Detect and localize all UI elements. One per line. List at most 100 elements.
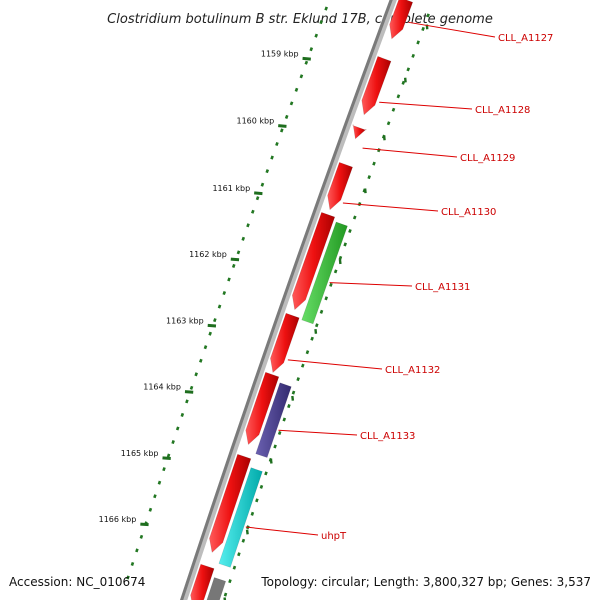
gc-dot-inner	[126, 575, 130, 580]
cds-arrow	[291, 211, 336, 311]
gc-dot-inner	[130, 561, 135, 566]
cds-arrow	[389, 0, 414, 40]
gc-dot-outer	[386, 121, 391, 126]
gc-dot-outer	[324, 296, 328, 301]
gc-dot-inner	[203, 345, 208, 350]
gc-dot-inner	[217, 304, 222, 309]
cds-arrow	[361, 56, 392, 116]
gc-dot-inner	[171, 440, 175, 445]
gc-dot-outer	[343, 242, 347, 247]
cds-arrow	[327, 161, 353, 211]
kbp-tick-label: 1162 kbp	[189, 250, 227, 259]
map-title: Clostridium botulinum B str. Eklund 17B,…	[107, 12, 493, 27]
gc-dot-inner	[309, 47, 314, 52]
gc-dot-outer	[250, 511, 255, 516]
gene-label: CLL_A1132	[385, 365, 440, 376]
gc-dot-inner	[324, 6, 328, 11]
label-leader-line	[287, 359, 383, 370]
cog-cyan-block	[218, 467, 263, 568]
cds-arrow	[352, 124, 367, 140]
gc-dot-outer	[310, 336, 314, 341]
kbp-tick	[162, 456, 171, 460]
gc-dot-inner	[208, 331, 212, 336]
accession-text: Accession: NC_010674	[9, 575, 145, 589]
gc-dot-outer	[315, 323, 319, 328]
kbp-tick-label: 1159 kbp	[261, 49, 299, 58]
gc-dot-outer	[228, 579, 232, 584]
cog-green-block	[301, 221, 348, 325]
gc-dot-inner	[157, 480, 162, 485]
kbp-tick	[184, 390, 194, 394]
kbp-tick	[302, 56, 311, 61]
label-leader-line	[362, 147, 458, 158]
gc-dot-inner	[314, 33, 319, 38]
gc-dot-outer	[372, 161, 376, 166]
gc-dot-inner	[294, 87, 299, 92]
kbp-tick	[140, 522, 149, 527]
label-leader-line	[329, 282, 413, 287]
strand-mark	[245, 529, 249, 535]
gc-dot-inner	[246, 223, 250, 228]
gc-dot-inner	[162, 467, 166, 472]
gc-dot-outer	[338, 255, 343, 260]
gc-dot-inner	[166, 453, 171, 458]
gc-dot-outer	[416, 40, 420, 45]
gc-dot-inner	[227, 277, 231, 282]
label-leader-line	[408, 21, 496, 38]
gene-label: CLL_A1130	[441, 207, 496, 218]
strand-mark	[314, 329, 318, 334]
gc-dot-outer	[241, 538, 246, 543]
gc-dot-outer	[296, 377, 300, 382]
gc-dot-outer	[277, 430, 282, 436]
gc-dot-outer	[396, 94, 401, 99]
kbp-tick-label: 1163 kbp	[166, 316, 204, 325]
gc-dot-inner	[189, 385, 194, 390]
kbp-tick	[230, 257, 240, 262]
gc-dot-outer	[319, 309, 324, 314]
label-leader-line	[342, 202, 439, 212]
gc-dot-inner	[270, 155, 274, 160]
kbp-tick-label: 1160 kbp	[237, 117, 275, 126]
gene-label: uhpT	[321, 531, 347, 542]
kbp-tick	[207, 323, 217, 328]
gene-label: CLL_A1129	[460, 153, 515, 164]
cog-gray-block	[206, 577, 227, 600]
gc-dot-inner	[275, 141, 279, 147]
gc-dot-inner	[319, 20, 323, 25]
label-leader-line	[278, 429, 358, 436]
gc-dot-inner	[148, 507, 153, 512]
gc-dot-inner	[289, 101, 294, 106]
label-leader-line	[379, 101, 473, 110]
gc-dot-inner	[180, 412, 185, 417]
gene-label: CLL_A1127	[498, 33, 553, 44]
gc-dot-outer	[352, 215, 357, 220]
gc-dot-inner	[251, 209, 255, 214]
kbp-tick	[254, 191, 263, 196]
gc-dot-inner	[185, 399, 189, 404]
gc-dot-outer	[391, 107, 396, 112]
gc-dot-outer	[377, 148, 381, 153]
gc-dot-inner	[231, 263, 236, 268]
strand-mark	[269, 458, 273, 464]
gc-dot-inner	[135, 548, 139, 553]
kbp-tick-label: 1161 kbp	[212, 184, 250, 193]
kbp-tick-label: 1166 kbp	[99, 515, 137, 524]
gc-dot-outer	[255, 498, 259, 503]
gc-dot-outer	[411, 53, 415, 58]
gc-dot-outer	[406, 67, 411, 72]
strand-mark	[291, 395, 295, 401]
gc-dot-inner	[236, 250, 241, 255]
cog-purple-block	[255, 382, 292, 458]
gc-dot-outer	[333, 269, 338, 274]
gc-dot-outer	[264, 471, 268, 476]
gene-label: CLL_A1133	[360, 431, 415, 442]
gc-dot-outer	[291, 390, 296, 395]
gc-dot-inner	[213, 318, 217, 323]
gc-dot-outer	[305, 350, 310, 355]
gc-dot-inner	[199, 358, 203, 363]
gc-dot-inner	[153, 494, 157, 499]
gc-dot-inner	[299, 74, 304, 79]
gc-dot-outer	[301, 363, 305, 368]
